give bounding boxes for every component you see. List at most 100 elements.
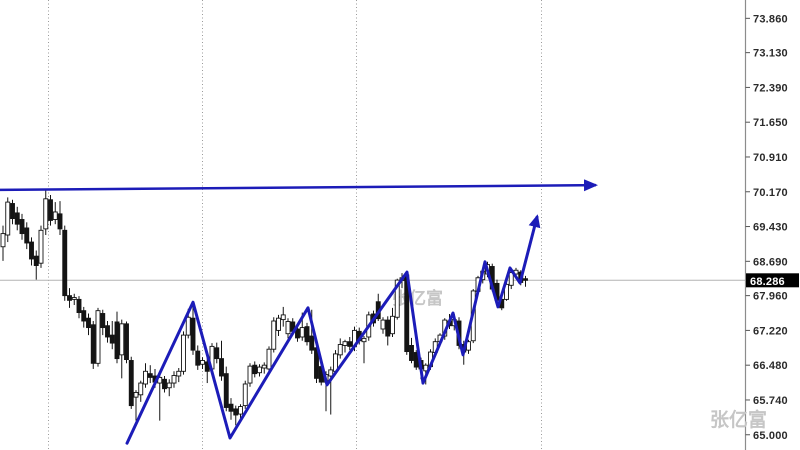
candle-body-bear [19,219,25,235]
candle [390,307,395,337]
y-axis-label: 70.910 [753,152,788,164]
candle-body-bear [409,345,414,361]
candle [233,405,239,426]
candle-body-bull [171,375,177,384]
candle [138,380,144,402]
candle-body-bear [14,212,20,225]
candle-body-bear [214,347,220,360]
candle-body-bear [48,199,53,221]
candle [5,197,11,243]
candle-body-bull [271,320,277,350]
candle-body-bull [247,365,253,384]
candle [0,225,6,261]
candle [143,363,148,388]
candle-body-bull [166,382,172,389]
candle-body-bear [76,298,82,314]
y-axis-label: 67.220 [753,325,788,337]
trendline-arrow[interactable] [0,179,598,192]
candle [133,390,139,421]
candle-body-bear [195,350,201,366]
candle-body-bull [328,369,334,377]
candle-body-bull [52,211,58,220]
candle-body-bull [342,341,348,346]
candle-body-bear [24,227,30,244]
y-axis-label: 72.390 [753,82,788,94]
candle-body-bull [423,364,429,372]
candle [247,363,253,387]
candle [128,356,134,409]
candle [508,271,514,290]
candle-body-bear [190,317,196,351]
candle [100,309,106,336]
candle [33,250,39,280]
candle [176,368,182,383]
candle-body-bear [81,310,87,322]
candle-body-bull [257,366,262,374]
candle-body-bull [285,321,291,335]
candle-body-bear [385,319,391,337]
y-axis-label: 65.740 [753,395,788,407]
candle-body-bull [43,198,49,230]
candle [162,376,167,393]
price-badge-background [746,273,799,288]
candle [200,357,205,369]
candle-body-bull [0,233,6,248]
candle [361,336,367,364]
candle [171,371,177,388]
candle [304,322,310,346]
candle [86,313,91,336]
candle [195,345,201,370]
candle-body-bear [124,323,129,360]
candle [19,213,25,240]
candle-body-bull [71,297,77,300]
price-axis[interactable]: 73.860 73.130 72.390 71.650 70.910 70.170 69.4… [744,0,788,450]
candle-body-bear [523,278,528,281]
candle-body-bear [57,213,63,230]
candle [76,296,82,319]
candle [252,361,258,378]
candle [14,206,20,231]
candle [266,346,272,373]
candle-body-bear [347,341,353,347]
candle-body-bull [394,279,400,318]
candle-body-bear [228,403,234,412]
candle [109,321,115,350]
candle [95,307,101,367]
candle-body-bear [29,241,34,260]
candle-body-bull [95,310,101,364]
candle-body-bull [280,314,286,321]
candle [276,314,281,337]
candle [43,189,49,235]
candle-body-bull [138,382,144,396]
candle [257,364,262,377]
candle [52,202,58,225]
candle-body-bull [181,334,186,372]
candle [48,195,53,226]
candle-body-bear [252,364,258,375]
candle-body-bear [162,378,167,390]
candle [409,337,414,364]
candle-body-bear [86,317,91,329]
y-axis-label: 68.690 [753,256,788,268]
candle [347,336,353,351]
y-axis-label: 70.170 [753,187,788,199]
candle [380,317,386,334]
candle [337,338,343,359]
candle [285,318,291,339]
candle-body-bull [238,406,243,415]
candle [223,366,229,412]
candle [147,365,153,384]
zigzag-wave-annotation[interactable] [125,214,541,445]
candle [328,366,334,415]
candle [67,288,72,308]
candle-body-bull [200,360,205,365]
candle-body-bull [337,344,343,356]
candle [10,199,15,225]
candle [190,303,196,355]
candle-body-bull [242,383,248,407]
candle [124,321,129,364]
candle [114,311,120,364]
